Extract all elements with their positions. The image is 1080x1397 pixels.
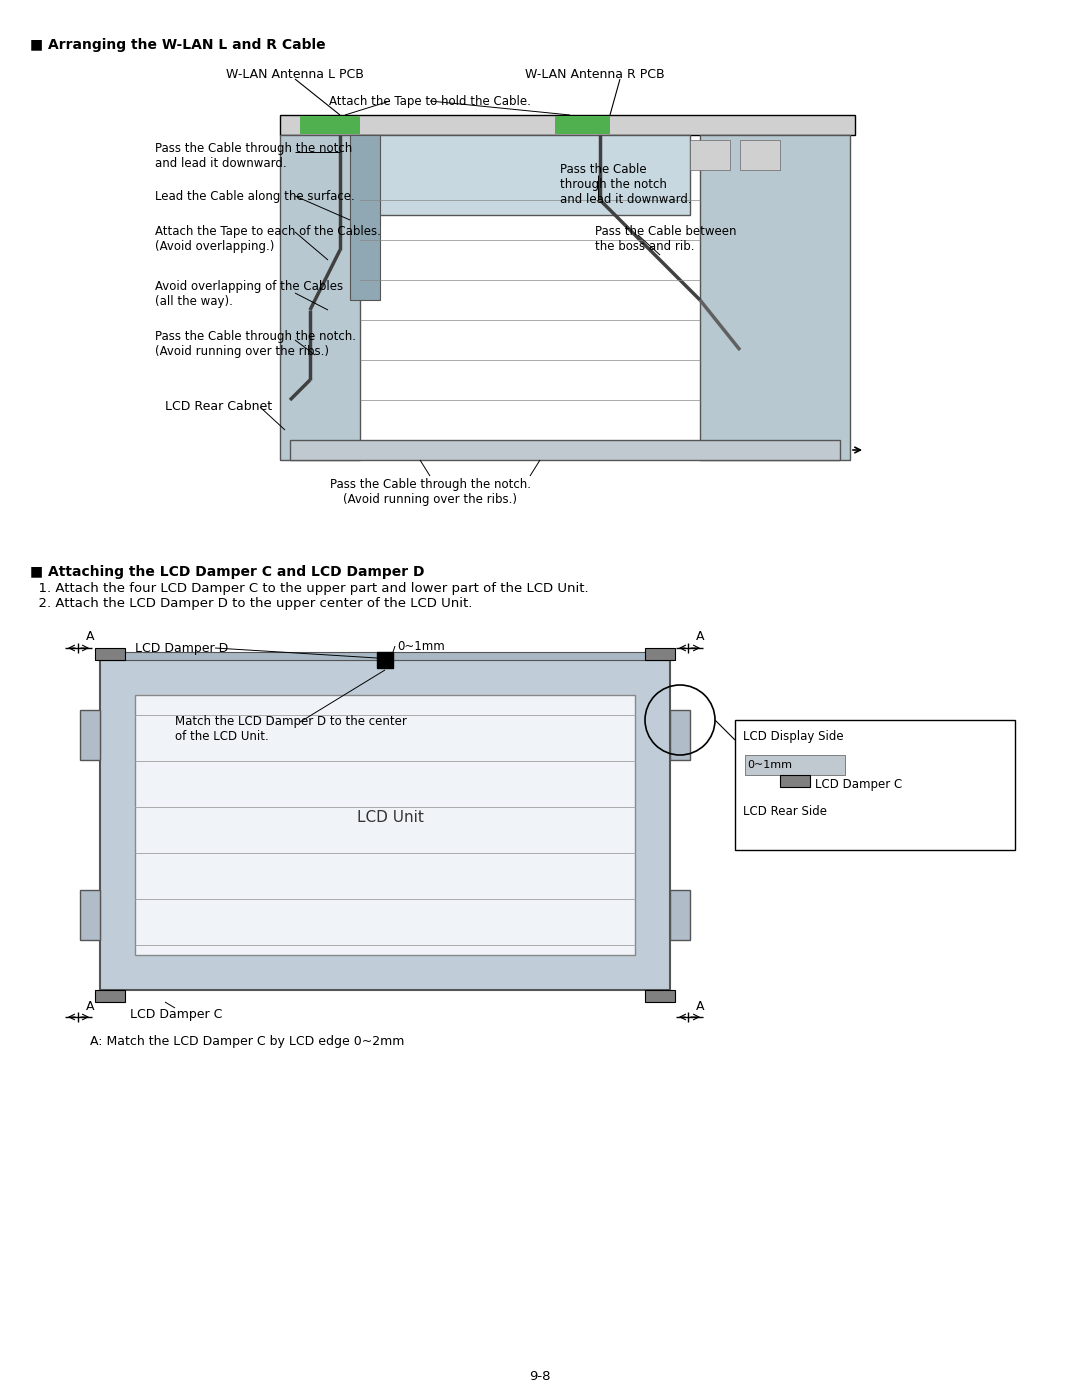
Text: LCD Display Side: LCD Display Side xyxy=(743,731,843,743)
Bar xyxy=(350,136,380,300)
Text: 1. Attach the four LCD Damper C to the upper part and lower part of the LCD Unit: 1. Attach the four LCD Damper C to the u… xyxy=(30,583,589,595)
Text: Attach the Tape to each of the Cables.
(Avoid overlapping.): Attach the Tape to each of the Cables. (… xyxy=(156,225,381,253)
Bar xyxy=(100,659,670,990)
Text: LCD Rear Cabnet: LCD Rear Cabnet xyxy=(165,400,272,414)
Text: ■ Attaching the LCD Damper C and LCD Damper D: ■ Attaching the LCD Damper C and LCD Dam… xyxy=(30,564,424,578)
Text: Pass the Cable through the notch
and lead it downward.: Pass the Cable through the notch and lea… xyxy=(156,142,352,170)
Bar xyxy=(360,136,690,215)
Bar xyxy=(555,116,610,134)
Bar xyxy=(135,694,635,956)
Text: Pass the Cable between
the boss and rib.: Pass the Cable between the boss and rib. xyxy=(595,225,737,253)
Bar xyxy=(690,140,730,170)
Bar xyxy=(670,890,690,940)
Text: 2. Attach the LCD Damper D to the upper center of the LCD Unit.: 2. Attach the LCD Damper D to the upper … xyxy=(30,597,472,610)
Bar xyxy=(735,719,1015,849)
Bar xyxy=(80,890,100,940)
Bar xyxy=(95,990,125,1002)
Bar xyxy=(377,652,393,668)
Text: ■ Arranging the W-LAN L and R Cable: ■ Arranging the W-LAN L and R Cable xyxy=(30,38,326,52)
Text: Match the LCD Damper D to the center
of the LCD Unit.: Match the LCD Damper D to the center of … xyxy=(175,715,407,743)
Bar xyxy=(100,652,670,659)
Bar xyxy=(670,710,690,760)
Text: A: Match the LCD Damper C by LCD edge 0~2mm: A: Match the LCD Damper C by LCD edge 0~… xyxy=(90,1035,404,1048)
Text: 0~1mm: 0~1mm xyxy=(747,760,792,770)
Text: A: A xyxy=(696,1000,704,1013)
Text: Pass the Cable through the notch.
(Avoid running over the ribs.): Pass the Cable through the notch. (Avoid… xyxy=(156,330,356,358)
Text: LCD Damper C: LCD Damper C xyxy=(130,1009,222,1021)
Bar xyxy=(280,115,855,136)
Text: Pass the Cable through the notch.
(Avoid running over the ribs.): Pass the Cable through the notch. (Avoid… xyxy=(329,478,530,506)
Text: Attach the Tape to hold the Cable.: Attach the Tape to hold the Cable. xyxy=(329,95,531,108)
Text: 0~1mm: 0~1mm xyxy=(397,640,445,652)
Bar xyxy=(291,440,840,460)
Bar xyxy=(95,648,125,659)
Bar xyxy=(645,990,675,1002)
Text: Pass the Cable
through the notch
and lead it downward.: Pass the Cable through the notch and lea… xyxy=(561,163,691,205)
Text: A: A xyxy=(85,630,94,643)
Text: 9-8: 9-8 xyxy=(529,1370,551,1383)
Text: LCD Rear Side: LCD Rear Side xyxy=(743,805,827,819)
Bar xyxy=(740,140,780,170)
Text: LCD Damper D: LCD Damper D xyxy=(135,643,228,655)
Bar xyxy=(300,116,360,134)
Bar xyxy=(745,754,845,775)
Bar xyxy=(280,136,360,460)
Text: A: A xyxy=(696,630,704,643)
Text: W-LAN Antenna L PCB: W-LAN Antenna L PCB xyxy=(226,68,364,81)
Bar xyxy=(80,710,100,760)
Text: LCD Damper C: LCD Damper C xyxy=(815,778,902,791)
Bar xyxy=(780,775,810,787)
Bar xyxy=(700,136,850,460)
Bar xyxy=(645,648,675,659)
Text: LCD Unit: LCD Unit xyxy=(356,810,423,826)
Text: A: A xyxy=(85,1000,94,1013)
Text: Avoid overlapping of the Cables
(all the way).: Avoid overlapping of the Cables (all the… xyxy=(156,279,343,307)
Text: Lead the Cable along the surface.: Lead the Cable along the surface. xyxy=(156,190,354,203)
Text: W-LAN Antenna R PCB: W-LAN Antenna R PCB xyxy=(525,68,665,81)
